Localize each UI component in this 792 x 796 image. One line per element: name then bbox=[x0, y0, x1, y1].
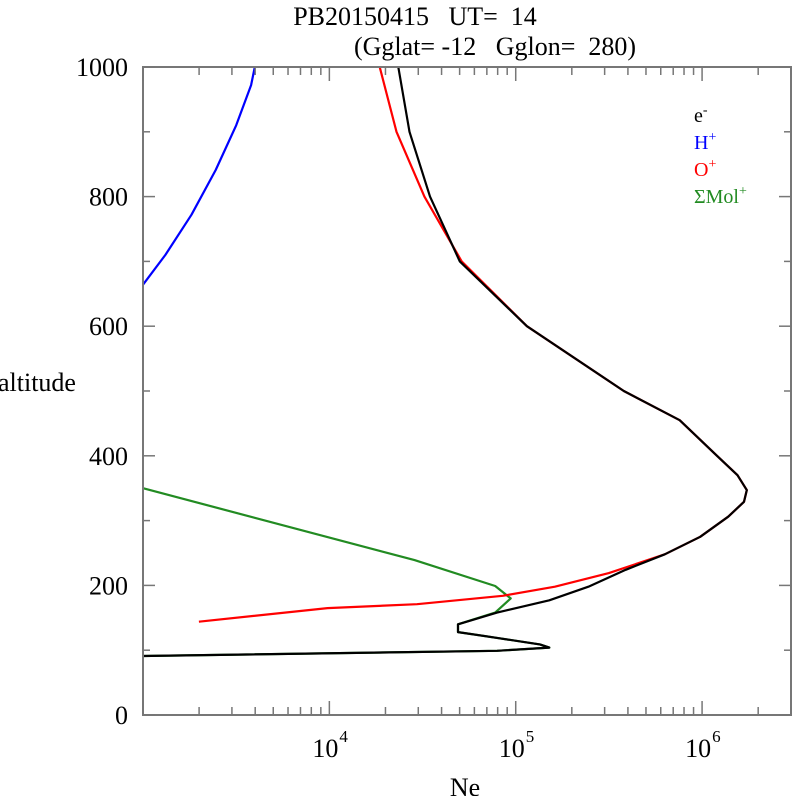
legend-item-superscript: + bbox=[708, 130, 716, 145]
legend-item-summol-: ΣMol+ bbox=[694, 184, 747, 208]
y-tick-label: 600 bbox=[89, 312, 128, 341]
x-tick-label: 10 bbox=[499, 734, 525, 763]
chart-title-line1: PB20150415 UT= 14 bbox=[293, 2, 537, 31]
legend-item-e-: e- bbox=[694, 103, 708, 127]
legend: e- H+ O+ ΣMol+ bbox=[694, 103, 747, 208]
legend-item-h-: H+ bbox=[694, 130, 716, 154]
series-line-e- bbox=[142, 66, 748, 658]
y-axis-label: altitude bbox=[0, 368, 76, 397]
chart-title-line2: (Gglat= -12 Gglon= 280) bbox=[354, 32, 636, 61]
x-tick-label: 10 bbox=[312, 734, 338, 763]
legend-item-superscript: + bbox=[739, 184, 747, 199]
y-tick-label: 400 bbox=[89, 442, 128, 471]
x-tick-label-exponent: 4 bbox=[339, 727, 348, 746]
legend-item-o-: O+ bbox=[694, 157, 716, 181]
x-tick-label: 10 bbox=[685, 734, 711, 763]
y-tick-label: 200 bbox=[89, 571, 128, 600]
series-lines bbox=[142, 66, 748, 658]
axis-ticks bbox=[142, 66, 792, 716]
legend-item-superscript: - bbox=[703, 103, 708, 118]
x-tick-label-exponent: 6 bbox=[712, 727, 721, 746]
series-line-h- bbox=[142, 66, 256, 286]
y-tick-label: 800 bbox=[89, 183, 128, 212]
x-tick-label-exponent: 5 bbox=[526, 727, 535, 746]
legend-item-superscript: + bbox=[708, 157, 716, 172]
y-tick-label: 1000 bbox=[76, 53, 128, 82]
series-line-o- bbox=[198, 66, 748, 623]
x-axis-label: Ne bbox=[450, 773, 480, 796]
series-line-summol- bbox=[142, 487, 551, 658]
y-tick-label: 0 bbox=[115, 701, 128, 730]
